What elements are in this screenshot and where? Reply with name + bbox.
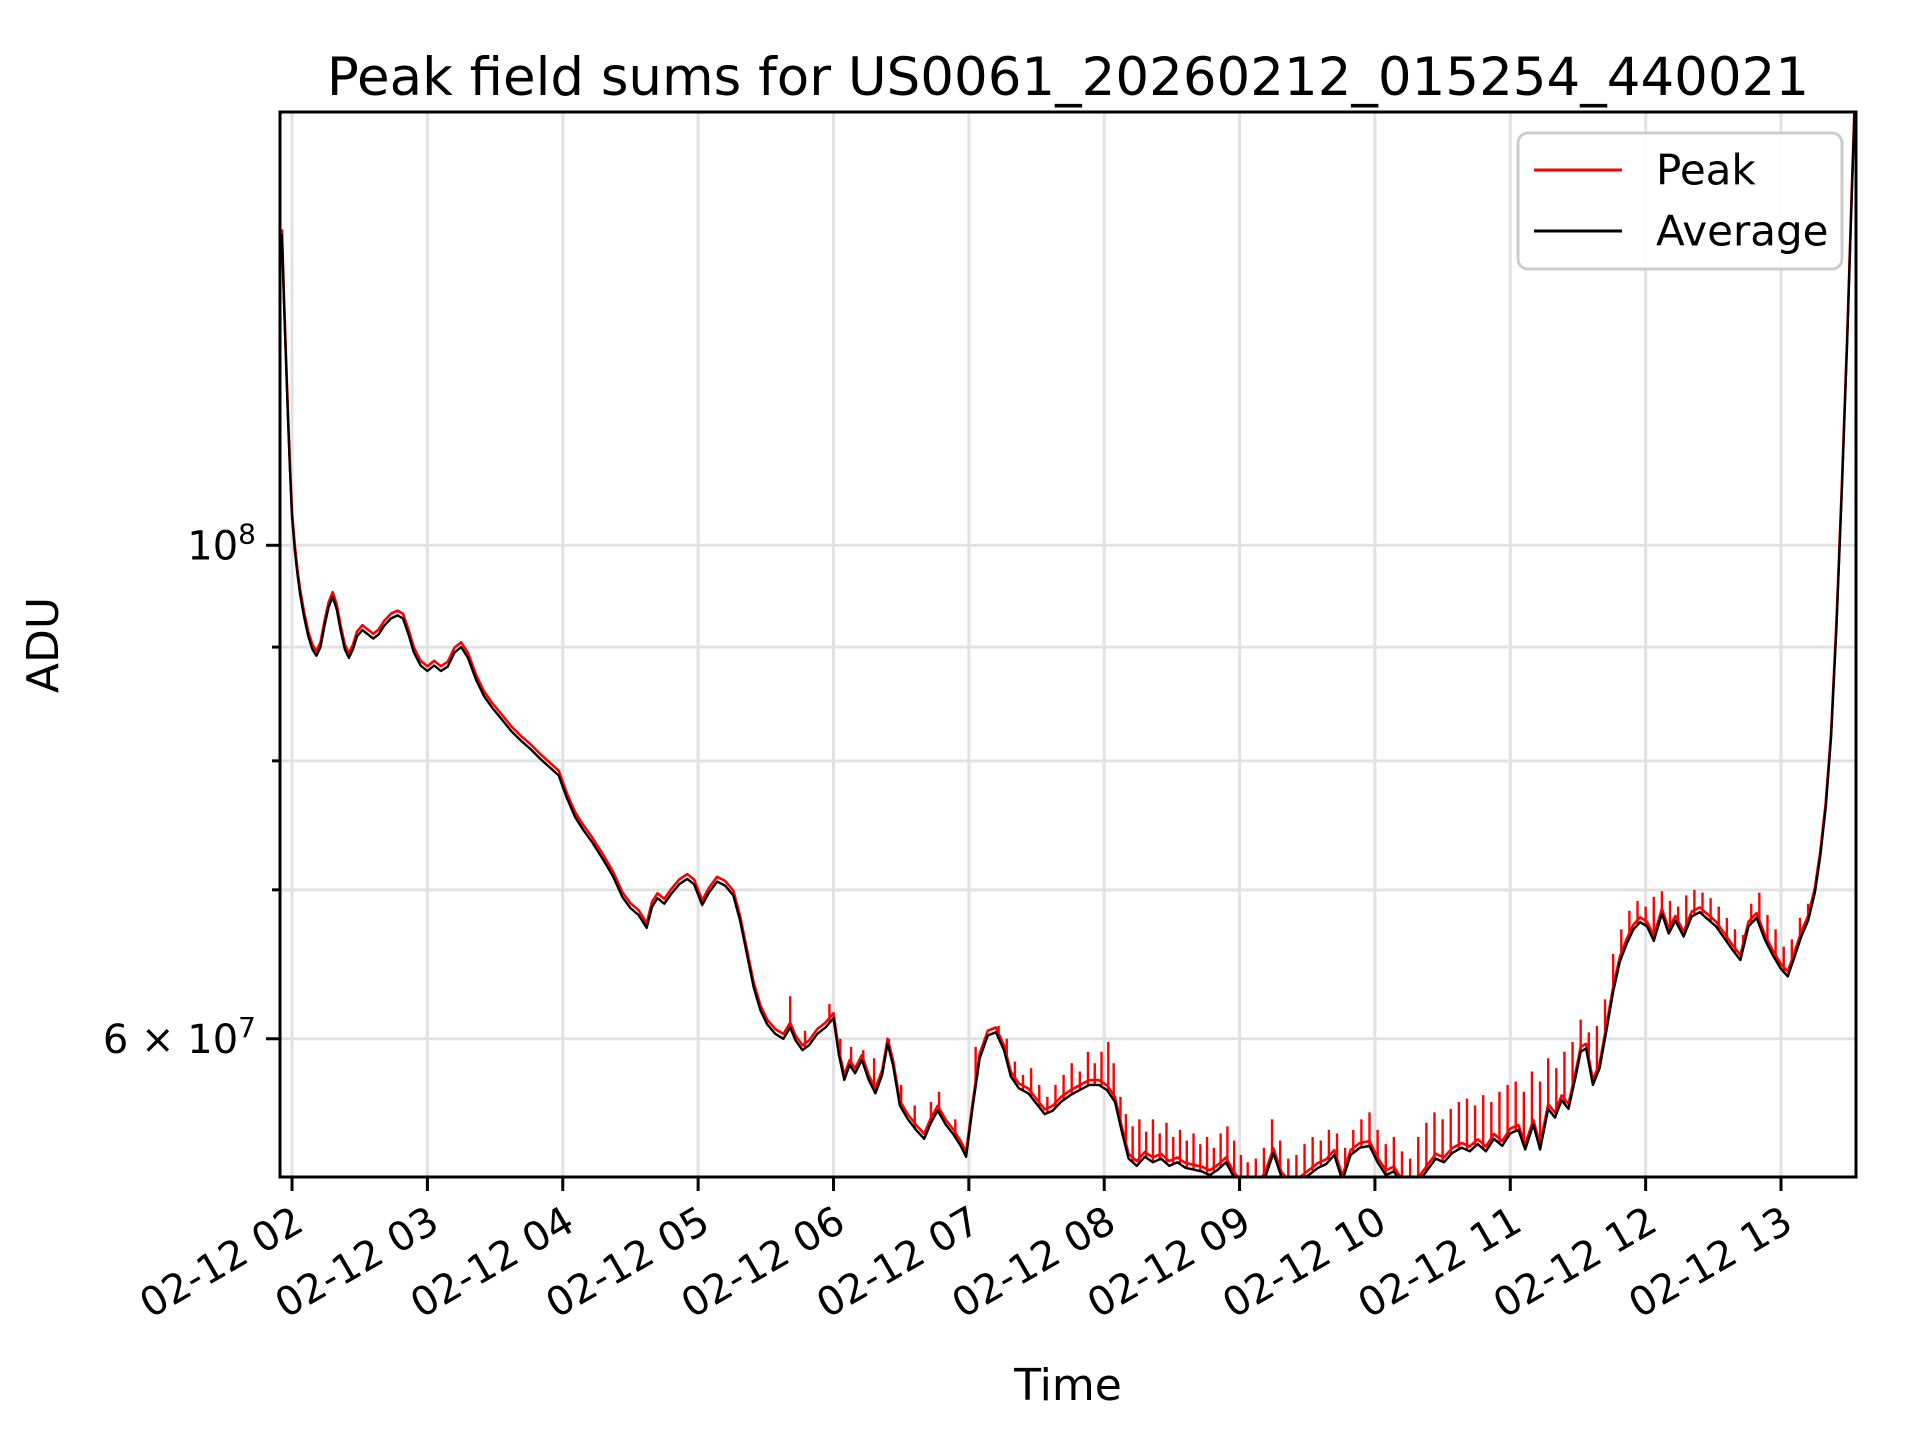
chart-title: Peak field sums for US0061_20260212_0152… [327,47,1809,108]
x-axis-label: Time [1013,1360,1122,1411]
y-tick-label: 108 [187,517,256,569]
data-series-layer [280,112,1856,1177]
legend: Peak Average [1516,131,1844,271]
legend-average-label: Average [1656,207,1828,256]
y-tick-label: 6 × 107 [103,1011,256,1063]
y-axis-label: ADU [18,597,69,693]
legend-peak-label: Peak [1656,146,1756,195]
legend-box [1516,131,1844,271]
plot-border [278,110,1858,1179]
grid-lines [280,112,1856,1177]
average-series-line [280,112,1856,1177]
